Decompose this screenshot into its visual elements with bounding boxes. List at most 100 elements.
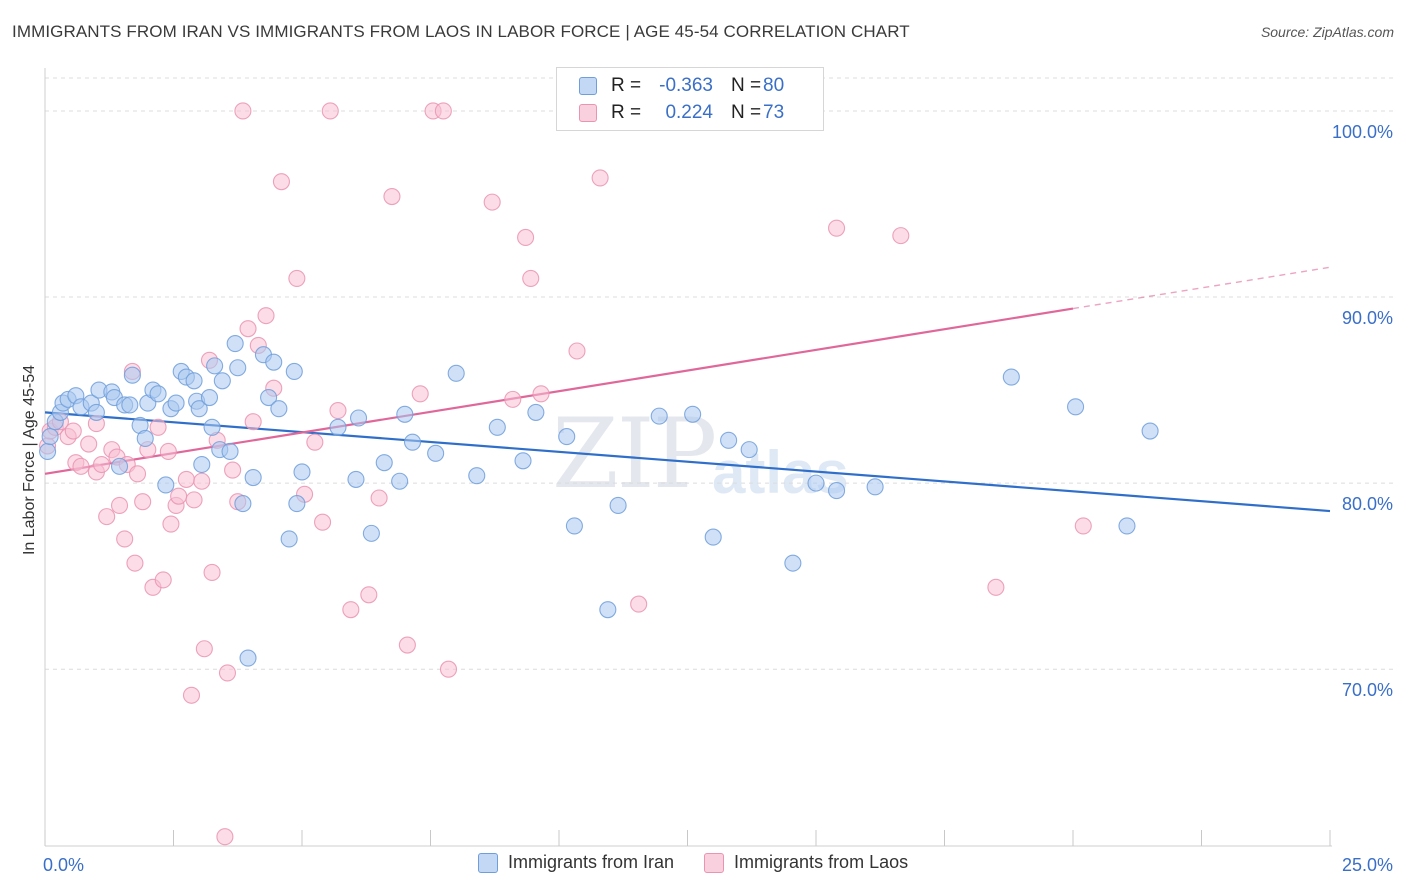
iran-point [704, 528, 722, 546]
legend-item-laos[interactable]: Immigrants from Laos [704, 852, 908, 873]
iran-point [288, 495, 306, 513]
laos-point [110, 496, 129, 515]
iran-point [347, 470, 365, 488]
iran-point [293, 463, 311, 481]
iran-point [609, 496, 627, 515]
laos-point [892, 227, 910, 245]
laos-point [828, 219, 846, 237]
iran-point [866, 478, 884, 496]
iran-point [488, 418, 506, 436]
laos-series [39, 102, 1092, 846]
laos-point [272, 173, 290, 191]
iran-point [1002, 368, 1020, 386]
laos-point [483, 193, 501, 211]
y-tick-label: 70.0% [1342, 680, 1393, 700]
legend-label-laos: Immigrants from Laos [734, 852, 909, 872]
laos-point [159, 442, 177, 461]
n-value: 73 [763, 102, 785, 123]
r-value: 0.224 [665, 102, 713, 123]
iran-point [720, 431, 738, 449]
iran-point [427, 444, 445, 462]
laos-point [162, 515, 180, 533]
iran-point [193, 455, 211, 474]
iran-point [234, 495, 252, 513]
laos-point [568, 342, 586, 360]
laos-point [64, 422, 82, 440]
laos-point [244, 413, 262, 431]
iran-point [203, 418, 221, 436]
laos-swatch [704, 852, 725, 873]
x-tick-label: 25.0% [1342, 855, 1393, 875]
laos-point [306, 433, 324, 451]
iran-point [514, 452, 532, 470]
laos-point [532, 385, 550, 403]
laos-point [411, 385, 429, 403]
laos-trend-extension [1072, 266, 1331, 310]
laos-point [257, 307, 275, 325]
laos-point [239, 320, 257, 338]
iran-point [684, 405, 702, 423]
r-label: R = [611, 102, 642, 123]
tick-labels: 100.0% 90.0% 80.0% 70.0% 0.0% 25.0% [43, 122, 1393, 875]
iran-point [285, 362, 303, 381]
laos-point [439, 660, 458, 678]
laos-trend-line [44, 307, 1074, 475]
laos-point [193, 472, 211, 490]
y-tick-label: 80.0% [1342, 494, 1393, 514]
laos-point [370, 489, 388, 507]
legend-label-iran: Immigrants from Iran [508, 852, 675, 872]
iran-point [362, 524, 380, 542]
iran-point [375, 454, 393, 472]
iran-point [213, 372, 231, 390]
iran-point [185, 372, 203, 390]
laos-point [185, 491, 203, 509]
iran-point [565, 517, 583, 535]
laos-point [126, 554, 144, 572]
legend-row-laos: R = 0.224 N = 73 [579, 101, 784, 125]
iran-point [403, 433, 422, 451]
iran-point [280, 530, 298, 548]
iran-swatch [579, 77, 597, 95]
iran-point [807, 474, 825, 492]
iran-point [167, 394, 185, 412]
iran-point [229, 359, 247, 377]
correlation-legend: R = -0.363 N = 80 R = 0.224 N = 73 [556, 67, 824, 131]
laos-point [591, 169, 609, 187]
laos-point [321, 102, 339, 120]
laos-point [342, 601, 360, 619]
iran-point [396, 405, 414, 423]
iran-point [239, 649, 257, 667]
iran-point [244, 468, 262, 487]
laos-point [383, 187, 401, 206]
laos-point [630, 595, 648, 613]
grid-layer [45, 77, 1395, 670]
iran-point [650, 407, 668, 425]
laos-point [134, 493, 152, 511]
x-tick-label: 0.0% [43, 855, 84, 875]
iran-point [828, 482, 846, 500]
iran-swatch [478, 852, 498, 873]
iran-point [558, 428, 576, 446]
iran-point [740, 441, 758, 459]
iran-trend-line [44, 411, 1331, 513]
legend-item-iran[interactable]: Immigrants from Iran [478, 852, 674, 873]
laos-point [987, 578, 1005, 596]
laos-point [517, 228, 535, 247]
laos-point [218, 664, 237, 682]
iran-point [1118, 517, 1136, 535]
laos-point [234, 102, 252, 120]
laos-point [195, 640, 213, 658]
n-label: N = [731, 75, 762, 96]
iran-point [1141, 422, 1159, 440]
iran-point [265, 353, 283, 371]
iran-point [468, 467, 486, 485]
iran-point [123, 366, 141, 384]
r-label: R = [611, 75, 642, 96]
n-value: 80 [763, 75, 785, 96]
laos-point [182, 686, 201, 704]
laos-point [329, 401, 347, 420]
iran-point [121, 396, 139, 414]
iran-point [200, 388, 219, 407]
laos-point [504, 390, 522, 408]
iran-point [270, 400, 288, 418]
